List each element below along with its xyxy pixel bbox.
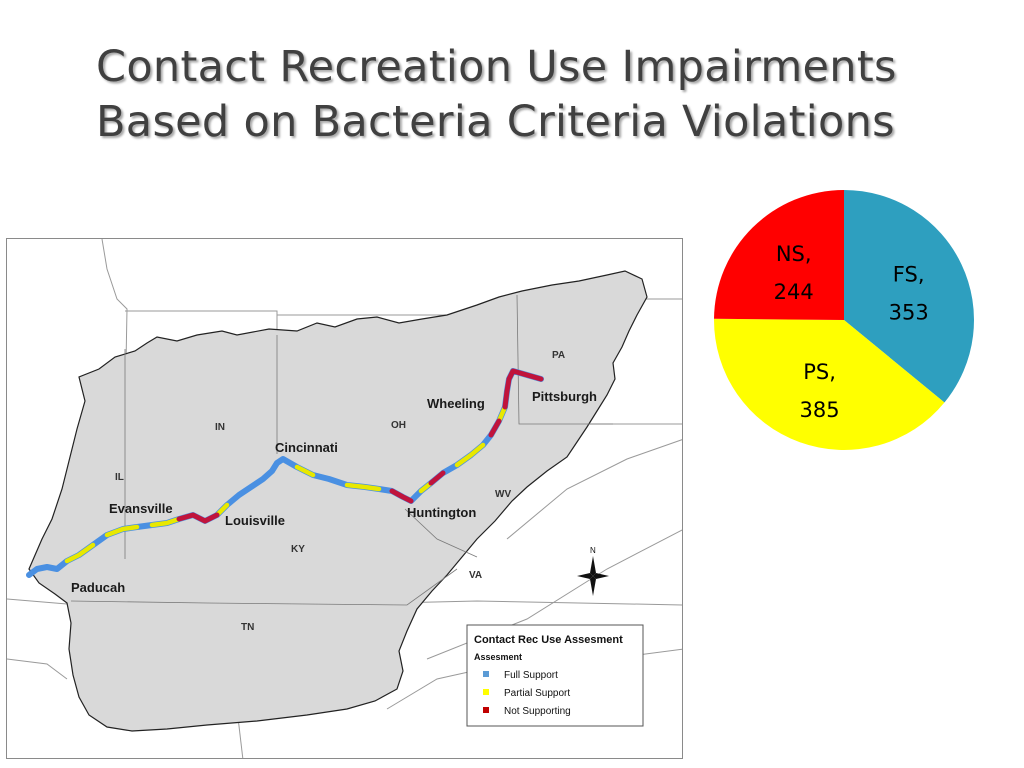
pie-value-1: 385 [800, 398, 840, 422]
state-ky: KY [291, 544, 305, 555]
pie-slice-ps [714, 318, 945, 450]
basin-area [28, 270, 648, 732]
legend-swatch-not [483, 707, 489, 713]
city-pittsburgh: Pittsburgh [532, 389, 597, 404]
legend-item-full: Full Support [504, 670, 558, 681]
pie-label-0: FS, [893, 262, 925, 286]
pie-slice-ns [714, 190, 844, 320]
title-line-2: Based on Bacteria Criteria Violations [96, 97, 895, 147]
river-partial-support [64, 404, 508, 564]
legend-subtitle: Assesment [474, 652, 522, 662]
north-arrow-icon: N [577, 546, 609, 596]
pie-value-2: 244 [774, 280, 814, 304]
interior-boundaries [70, 294, 613, 606]
legend-title: Contact Rec Use Assesment [474, 634, 623, 646]
pie-chart-svg: FS, 353 PS, 385 NS, 244 [714, 190, 974, 450]
pie-slice-fs [844, 190, 974, 403]
legend-item-not: Not Supporting [504, 706, 571, 717]
state-wv: WV [495, 489, 511, 500]
ohio-river [26, 368, 544, 578]
state-tn: TN [241, 622, 254, 633]
city-paducah: Paducah [71, 580, 125, 595]
state-pa: PA [552, 350, 565, 361]
title-line-1: Contact Recreation Use Impairments [96, 42, 897, 92]
ohio-river-basin-map: Pittsburgh Wheeling Cincinnati Huntingto… [6, 238, 683, 759]
city-huntington: Huntington [407, 505, 476, 520]
city-cincinnati: Cincinnati [275, 440, 338, 455]
state-in: IN [215, 422, 225, 433]
pie-label-1: PS, [803, 360, 836, 384]
river-not-supporting [176, 368, 544, 524]
legend-swatch-full [483, 671, 489, 677]
map-legend: Contact Rec Use Assesment Assesment Full… [466, 624, 644, 727]
map-svg: Pittsburgh Wheeling Cincinnati Huntingto… [7, 239, 682, 758]
north-label: N [590, 546, 596, 555]
pie-label-2: NS, [776, 242, 812, 266]
slide-title: Contact Recreation Use Impairments Based… [96, 40, 956, 150]
city-evansville: Evansville [109, 501, 173, 516]
legend-swatch-partial [483, 689, 489, 695]
pie-chart: FS, 353 PS, 385 NS, 244 [712, 188, 976, 452]
city-wheeling: Wheeling [427, 396, 485, 411]
state-il: IL [115, 472, 124, 483]
state-va: VA [469, 570, 482, 581]
legend-item-partial: Partial Support [504, 688, 570, 699]
state-oh: OH [391, 420, 406, 431]
city-louisville: Louisville [225, 513, 285, 528]
pie-value-0: 353 [889, 300, 929, 324]
